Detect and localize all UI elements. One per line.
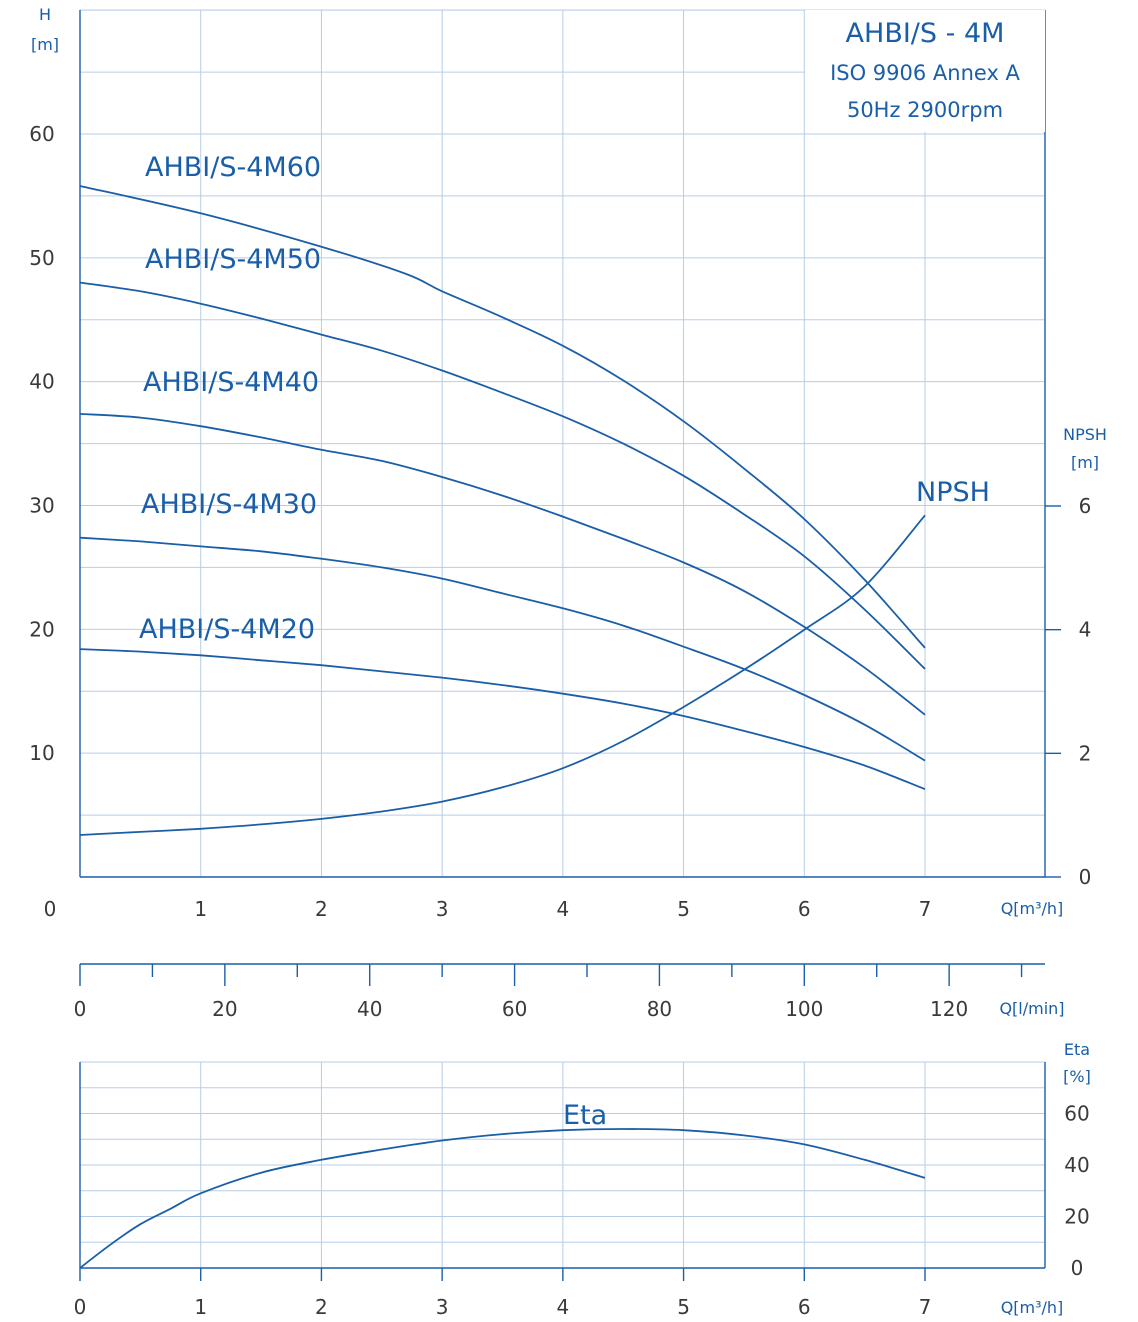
- x-tick-label-top: 6: [798, 897, 811, 921]
- series-label-eta: Eta: [563, 1100, 607, 1131]
- y-tick-label-npsh: 0: [1079, 865, 1092, 889]
- eta-curve: [79, 1128, 926, 1269]
- y-tick-label-h: 10: [29, 741, 54, 765]
- x-axis-label-top: Q[m³/h]: [1001, 899, 1064, 918]
- y-tick-label-eta: 0: [1071, 1256, 1084, 1280]
- x-tick-label-lmin: 0: [74, 997, 87, 1021]
- series-label-4m20: AHBI/S-4M20: [139, 614, 315, 645]
- y-tick-label-npsh: 4: [1079, 618, 1092, 642]
- x-tick-label-bottom: 6: [798, 1295, 811, 1319]
- x-tick-label-top: 5: [677, 897, 690, 921]
- head-curve-ahbi-s-4m40: [79, 413, 926, 716]
- y-axis-unit-h: [m]: [31, 35, 59, 54]
- y-tick-label-eta: 60: [1064, 1102, 1089, 1126]
- x-tick-label-top: 2: [315, 897, 328, 921]
- head-curve-ahbi-s-4m50: [79, 281, 926, 670]
- series-label-4m50: AHBI/S-4M50: [145, 244, 321, 275]
- y-tick-label-h: 40: [29, 370, 54, 394]
- x-tick-label-lmin: 20: [212, 997, 237, 1021]
- x-tick-label-bottom: 4: [556, 1295, 569, 1319]
- x-tick-label-top: 3: [436, 897, 449, 921]
- head-curve-ahbi-s-4m30: [79, 536, 926, 762]
- y-tick-label-eta: 20: [1064, 1205, 1089, 1229]
- x-tick-label-bottom: 0: [74, 1295, 87, 1319]
- series-label-4m60: AHBI/S-4M60: [145, 152, 321, 183]
- y-axis-label-h: H: [39, 5, 51, 24]
- y-axis-label-eta: Eta: [1064, 1040, 1090, 1059]
- x-tick-label-lmin: 40: [357, 997, 382, 1021]
- head-grid: [80, 9, 1045, 877]
- x-tick-label-top: 0: [44, 897, 57, 921]
- chart-conditions: 50Hz 2900rpm: [847, 98, 1003, 122]
- eta-grid: [80, 1061, 1045, 1268]
- x-tick-label-lmin: 100: [785, 997, 823, 1021]
- x-tick-label-bottom: 5: [677, 1295, 690, 1319]
- series-label-4m30: AHBI/S-4M30: [141, 489, 317, 520]
- x-tick-label-top: 4: [556, 897, 569, 921]
- x-tick-label-bottom: 3: [436, 1295, 449, 1319]
- x-tick-label-top: 7: [919, 897, 932, 921]
- axes: [79, 10, 1061, 1281]
- y-tick-label-h: 20: [29, 617, 54, 641]
- x-tick-label-lmin: 60: [502, 997, 527, 1021]
- x-tick-label-bottom: 2: [315, 1295, 328, 1319]
- npsh-curve: [79, 514, 926, 836]
- x-tick-label-lmin: 120: [930, 997, 968, 1021]
- y-tick-label-h: 60: [29, 122, 54, 146]
- series-label-4m40: AHBI/S-4M40: [143, 367, 319, 398]
- head-curve-ahbi-s-4m60: [79, 185, 926, 649]
- title-box: [805, 10, 1045, 132]
- chart-standard: ISO 9906 Annex A: [830, 61, 1020, 85]
- y-tick-label-npsh: 6: [1079, 494, 1092, 518]
- series-label-npsh: NPSH: [916, 477, 990, 508]
- x-tick-label-lmin: 80: [647, 997, 672, 1021]
- y-tick-label-h: 30: [29, 494, 54, 518]
- y-axis-unit-eta: [%]: [1063, 1067, 1091, 1086]
- head-curve-ahbi-s-4m20: [79, 648, 926, 790]
- y-tick-label-npsh: 2: [1079, 741, 1092, 765]
- y-axis-unit-npsh: [m]: [1071, 453, 1099, 472]
- x-axis-label-lmin: Q[l/min]: [999, 999, 1064, 1018]
- y-axis-label-npsh: NPSH: [1063, 425, 1107, 444]
- x-tick-label-bottom: 7: [919, 1295, 932, 1319]
- chart-title: AHBI/S - 4M: [846, 18, 1005, 49]
- x-axis-label-bottom: Q[m³/h]: [1001, 1298, 1064, 1317]
- curves: [79, 185, 926, 1269]
- x-tick-label-top: 1: [194, 897, 207, 921]
- y-tick-label-h: 50: [29, 246, 54, 270]
- y-tick-label-eta: 40: [1064, 1153, 1089, 1177]
- x-tick-label-bottom: 1: [194, 1295, 207, 1319]
